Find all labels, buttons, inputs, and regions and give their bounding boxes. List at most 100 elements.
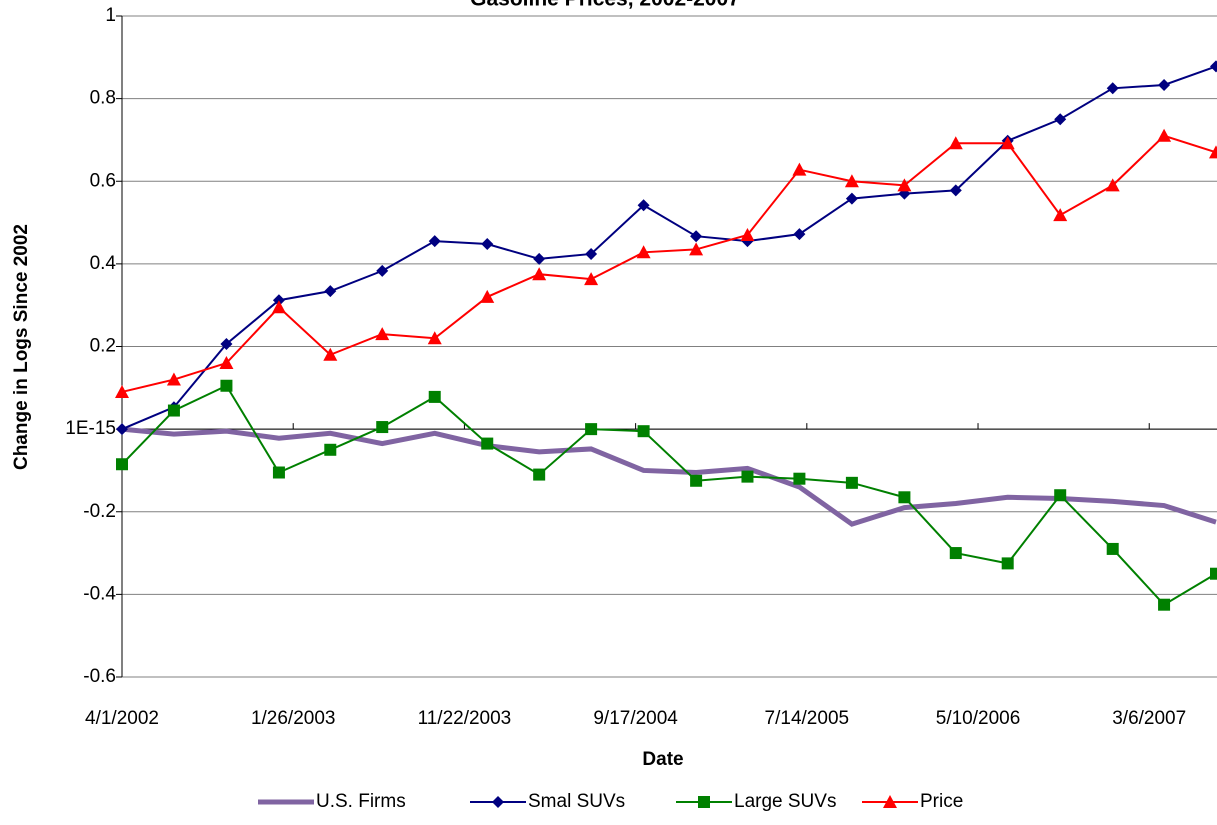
x-tick-label: 4/1/2002 <box>85 708 159 729</box>
point <box>1000 136 1015 150</box>
point <box>1001 557 1014 570</box>
legend-item: Price <box>862 791 963 812</box>
point <box>1106 82 1119 95</box>
point <box>481 437 494 450</box>
series <box>116 379 1217 611</box>
y-axis-title: Change in Logs Since 2002 <box>11 224 32 470</box>
y-tick-label: 1E-15 <box>65 418 116 439</box>
point <box>167 404 180 417</box>
point <box>1158 78 1171 91</box>
point <box>845 192 858 205</box>
point <box>793 228 806 241</box>
point <box>166 372 181 386</box>
point <box>427 331 442 345</box>
point <box>1157 128 1172 142</box>
x-tick-label: 3/6/2007 <box>1112 708 1186 729</box>
point <box>375 327 390 341</box>
legend-label: Smal SUVs <box>528 791 625 812</box>
point <box>533 468 546 481</box>
point <box>1210 567 1217 580</box>
point <box>1054 489 1067 502</box>
point <box>220 338 233 351</box>
point <box>272 294 285 307</box>
y-tick-label: -0.2 <box>83 501 116 522</box>
point <box>898 491 911 504</box>
point <box>323 347 338 361</box>
point <box>792 162 807 176</box>
point <box>481 238 494 251</box>
point <box>428 235 441 248</box>
line <box>121 134 1217 393</box>
line <box>121 65 1217 431</box>
y-tick-label: 0.6 <box>90 170 116 191</box>
line <box>121 384 1217 606</box>
legend-item: Large SUVs <box>676 791 836 812</box>
series <box>121 426 1217 527</box>
legend-label: U.S. Firms <box>316 791 406 812</box>
point <box>428 390 441 403</box>
x-tick-label: 7/14/2005 <box>765 708 850 729</box>
x-tick-label: 5/10/2006 <box>936 708 1021 729</box>
point <box>376 421 389 434</box>
point <box>584 272 599 286</box>
x-tick-label: 11/22/2003 <box>418 708 512 729</box>
point <box>116 423 128 436</box>
x-tick-label: 1/26/2003 <box>251 708 336 729</box>
point <box>1105 178 1120 192</box>
point <box>637 425 650 438</box>
point <box>585 247 598 260</box>
point <box>948 136 963 150</box>
x-tick-label: 9/17/2004 <box>593 708 678 729</box>
point <box>844 174 859 188</box>
point <box>532 267 547 281</box>
point <box>271 300 286 314</box>
point <box>1053 208 1068 222</box>
point <box>480 289 495 303</box>
point <box>376 264 389 277</box>
y-tick-label: 1 <box>105 5 116 26</box>
point <box>883 795 897 808</box>
point <box>324 443 337 456</box>
line <box>121 426 1217 527</box>
series <box>115 128 1217 398</box>
chart-title: Gasoline Prices, 2002-2007 <box>470 0 740 11</box>
point <box>1209 145 1217 159</box>
y-tick-label: -0.4 <box>83 583 116 604</box>
point <box>220 379 233 392</box>
point <box>492 796 504 808</box>
point <box>845 476 858 489</box>
point <box>115 384 129 398</box>
y-tick-label: 0.8 <box>90 88 116 109</box>
point <box>741 470 754 483</box>
x-axis-title: Date <box>642 749 683 770</box>
point <box>324 285 337 298</box>
y-tick-label: 0.2 <box>90 336 116 357</box>
point <box>690 474 703 487</box>
point <box>1158 598 1171 611</box>
point <box>690 230 703 243</box>
point <box>1210 60 1217 73</box>
point <box>740 227 755 241</box>
point <box>949 184 962 197</box>
point <box>116 458 128 471</box>
point <box>1106 542 1119 555</box>
point <box>689 242 704 256</box>
legend-item: Smal SUVs <box>470 791 625 812</box>
legend-label: Large SUVs <box>734 791 836 812</box>
legend-label: Price <box>920 791 963 812</box>
point <box>533 252 546 265</box>
point <box>637 199 650 212</box>
series <box>116 60 1217 436</box>
legend-item: U.S. Firms <box>258 791 406 812</box>
point <box>897 178 912 192</box>
y-tick-label: 0.4 <box>90 253 117 274</box>
point <box>585 423 598 436</box>
point <box>636 245 651 259</box>
point <box>1054 113 1067 126</box>
point <box>219 356 234 370</box>
y-tick-label: -0.6 <box>83 666 116 687</box>
point <box>793 472 806 485</box>
point <box>272 466 285 479</box>
